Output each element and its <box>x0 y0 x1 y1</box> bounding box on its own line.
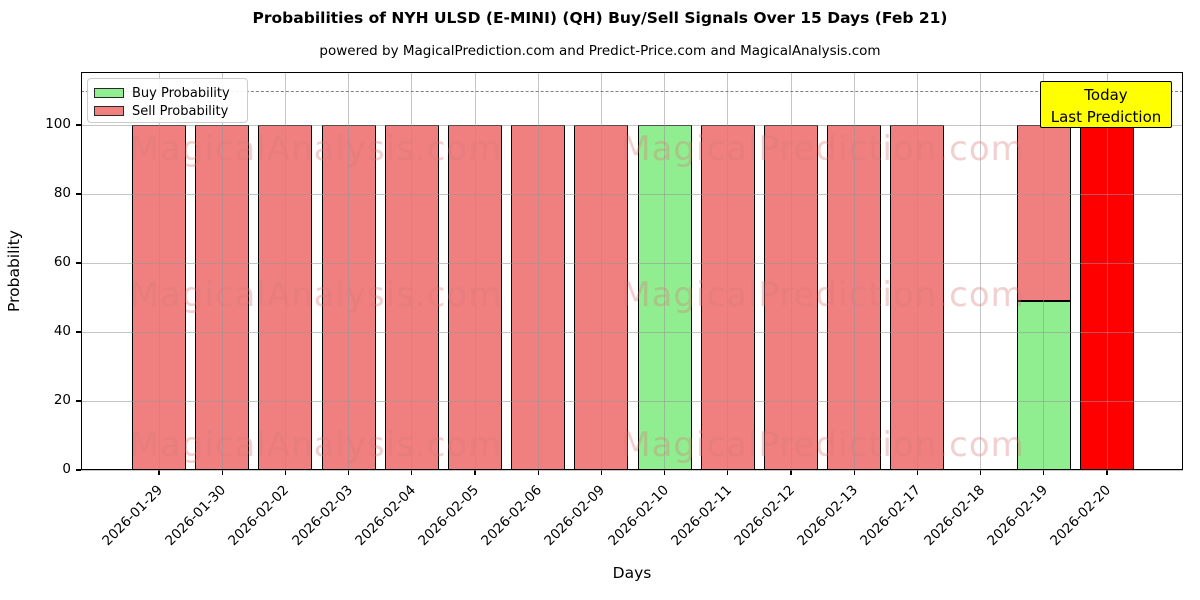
y-tick-mark <box>76 331 81 333</box>
x-tick-mark <box>1106 470 1108 475</box>
bar-segment <box>132 125 186 470</box>
x-tick-label-text: 2026-02-04 <box>352 482 419 550</box>
legend-label-sell: Sell Probability <box>132 103 229 119</box>
y-tick-mark <box>76 262 81 264</box>
y-tick-label: 40 <box>53 323 71 339</box>
y-tick-mark <box>76 193 81 195</box>
x-tick-label-text: 2026-02-10 <box>604 482 672 550</box>
x-tick-label-text: 2026-02-03 <box>288 482 356 550</box>
today-annotation-line2: Last Prediction <box>1050 108 1162 126</box>
bar-segment <box>1016 125 1071 301</box>
y-tick-label: 100 <box>45 116 71 132</box>
bar-segment <box>700 125 755 470</box>
today-annotation: Today Last Prediction <box>1040 81 1172 128</box>
x-tick-mark <box>664 470 666 475</box>
x-tick-mark <box>474 470 476 475</box>
bar-segment <box>448 125 502 470</box>
y-tick-mark <box>76 469 81 471</box>
x-tick-mark <box>980 470 982 475</box>
x-tick-label-text: 2026-02-13 <box>794 482 862 550</box>
x-tick-mark <box>790 470 792 475</box>
x-tick-mark <box>348 470 350 475</box>
y-tick-mark <box>76 124 81 126</box>
x-tick-label-text: 2026-02-12 <box>731 482 799 550</box>
bar-segment <box>890 125 945 470</box>
x-tick-label-text: 2026-01-30 <box>162 482 230 550</box>
y-tick-label: 0 <box>62 461 71 477</box>
bar-segment <box>384 125 439 470</box>
today-annotation-line1: Today <box>1084 86 1128 104</box>
bar-segment <box>321 125 376 470</box>
x-tick-mark <box>600 470 603 475</box>
plot-area <box>81 72 1183 471</box>
x-tick-mark <box>727 470 729 475</box>
sell-color-swatch <box>94 106 124 116</box>
y-tick-label: 80 <box>53 185 71 201</box>
y-axis-label: Probability <box>5 230 23 312</box>
y-tick-label: 20 <box>53 392 71 408</box>
bar-segment <box>827 125 882 470</box>
buy-color-swatch <box>94 88 124 98</box>
bar-segment <box>511 125 566 470</box>
y-tick-mark <box>76 400 81 402</box>
legend-box: Buy Probability Sell Probability <box>87 78 248 123</box>
bar-segment <box>195 125 250 470</box>
bar-segment <box>1080 125 1134 470</box>
x-tick-label-text: 2026-02-19 <box>984 482 1051 550</box>
x-tick-mark <box>411 470 413 475</box>
x-tick-label-text: 2026-01-29 <box>99 482 167 550</box>
x-tick-mark <box>1043 470 1045 475</box>
x-tick-label-text: 2026-02-20 <box>1047 482 1115 550</box>
x-tick-mark <box>537 470 539 475</box>
bar-segment <box>258 125 313 470</box>
bar-segment <box>637 125 692 470</box>
legend-item-sell: Sell Probability <box>94 103 229 119</box>
x-tick-label-text: 2026-02-06 <box>478 482 546 550</box>
x-tick-label-text: 2026-02-11 <box>668 482 735 550</box>
x-tick-label-text: 2026-02-09 <box>541 482 609 550</box>
bar-segment <box>764 125 818 470</box>
x-tick-mark <box>284 470 287 475</box>
x-gridline <box>980 72 982 470</box>
x-tick-mark <box>916 470 919 475</box>
x-tick-label-text: 2026-02-02 <box>225 482 293 550</box>
x-tick-label-text: 2026-02-17 <box>857 482 925 550</box>
legend-item-buy: Buy Probability <box>94 85 230 101</box>
bar-segment <box>1016 300 1071 470</box>
chart-subtitle: powered by MagicalPrediction.com and Pre… <box>319 43 881 59</box>
legend-label-buy: Buy Probability <box>132 85 230 101</box>
bar-segment <box>574 125 629 470</box>
x-tick-mark <box>221 470 223 475</box>
y-tick-label: 60 <box>53 254 71 270</box>
x-tick-label-text: 2026-02-18 <box>920 482 988 550</box>
x-tick-mark <box>158 470 160 475</box>
x-axis-label: Days <box>612 564 652 582</box>
x-tick-mark <box>853 470 855 475</box>
x-tick-label-text: 2026-02-05 <box>415 482 483 550</box>
chart-title: Probabilities of NYH ULSD (E-MINI) (QH) … <box>252 9 948 27</box>
